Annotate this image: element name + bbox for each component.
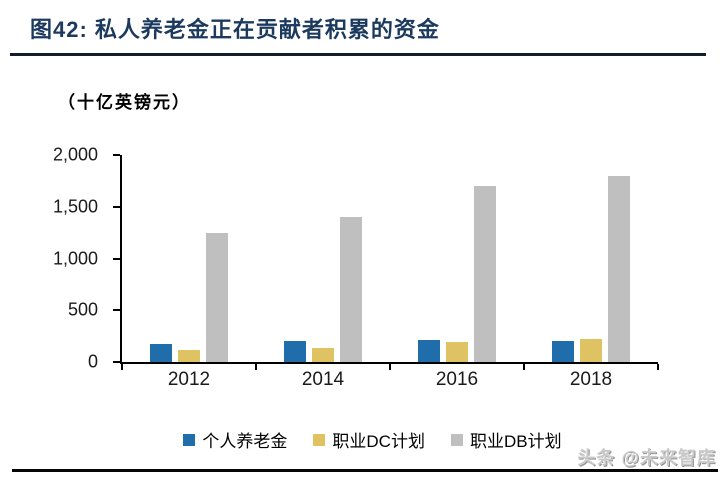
chart-legend: 个人养老金 职业DC计划 职业DB计划 <box>120 427 625 452</box>
bar-group-2018 <box>524 155 658 362</box>
x-axis-tick <box>523 364 525 370</box>
y-axis-tick <box>113 154 120 156</box>
legend-label: 职业DB计划 <box>469 432 562 451</box>
y-axis-tick-label: 2,000 <box>52 144 98 165</box>
bar-groups <box>122 155 658 362</box>
legend-item-2: 职业DB计划 <box>450 427 562 452</box>
y-axis-tick <box>113 309 120 312</box>
y-axis-tick <box>113 257 120 260</box>
bar-series1-2016 <box>446 342 468 362</box>
bar-group-2014 <box>256 155 390 362</box>
x-axis-labels: 2012 2014 2016 2018 <box>122 369 658 391</box>
bar-series0-2012 <box>150 344 172 362</box>
title-divider <box>10 53 706 56</box>
legend-swatch-icon <box>183 433 196 446</box>
y-axis-tick-label: 1,000 <box>52 248 98 268</box>
x-axis-tick <box>255 364 257 370</box>
bottom-divider <box>12 469 718 472</box>
bar-series2-2016 <box>474 186 496 362</box>
y-axis-tick-label: 0 <box>87 351 98 372</box>
x-axis-label-2018: 2018 <box>569 369 613 390</box>
x-axis-tick <box>657 364 659 370</box>
y-axis-tick <box>113 205 120 208</box>
legend-label: 职业DC计划 <box>332 432 425 451</box>
x-axis-label-2016: 2016 <box>435 369 479 390</box>
bar-series0-2014 <box>284 340 306 362</box>
bar-series0-2016 <box>418 340 440 362</box>
bar-series2-2012 <box>206 232 228 362</box>
bar-group-2016 <box>390 155 524 362</box>
x-axis-label-2014: 2014 <box>301 369 345 390</box>
bar-series0-2018 <box>552 341 574 362</box>
bar-series1-2012 <box>178 349 200 362</box>
y-axis-tick-label: 500 <box>67 299 98 320</box>
x-axis-tick <box>389 364 391 370</box>
figure-title: 图42: 私人养老金正在贡献者积累的资金 <box>30 17 440 42</box>
bar-series1-2018 <box>580 339 602 362</box>
watermark: 头条 @未来智库 <box>577 448 716 468</box>
x-axis-label-2012: 2012 <box>167 369 211 390</box>
legend-label: 个人养老金 <box>202 432 288 451</box>
legend-item-1: 职业DC计划 <box>313 427 425 452</box>
x-axis-tick <box>121 364 123 370</box>
y-axis-unit-label: （十亿英镑元） <box>58 93 191 112</box>
y-axis-tick-label: 1,500 <box>52 196 98 217</box>
plot-area: 0 500 1,000 1,500 2,000 2012 2014 2016 2018 <box>53 145 659 390</box>
legend-item-0: 个人养老金 <box>183 427 287 452</box>
legend-swatch-icon <box>450 433 463 446</box>
bar-series1-2014 <box>312 347 334 362</box>
legend-swatch-icon <box>313 433 326 446</box>
bar-series2-2018 <box>608 175 630 362</box>
bar-group-2012 <box>122 155 256 362</box>
y-axis-tick <box>113 361 120 363</box>
bar-series2-2014 <box>340 217 362 362</box>
